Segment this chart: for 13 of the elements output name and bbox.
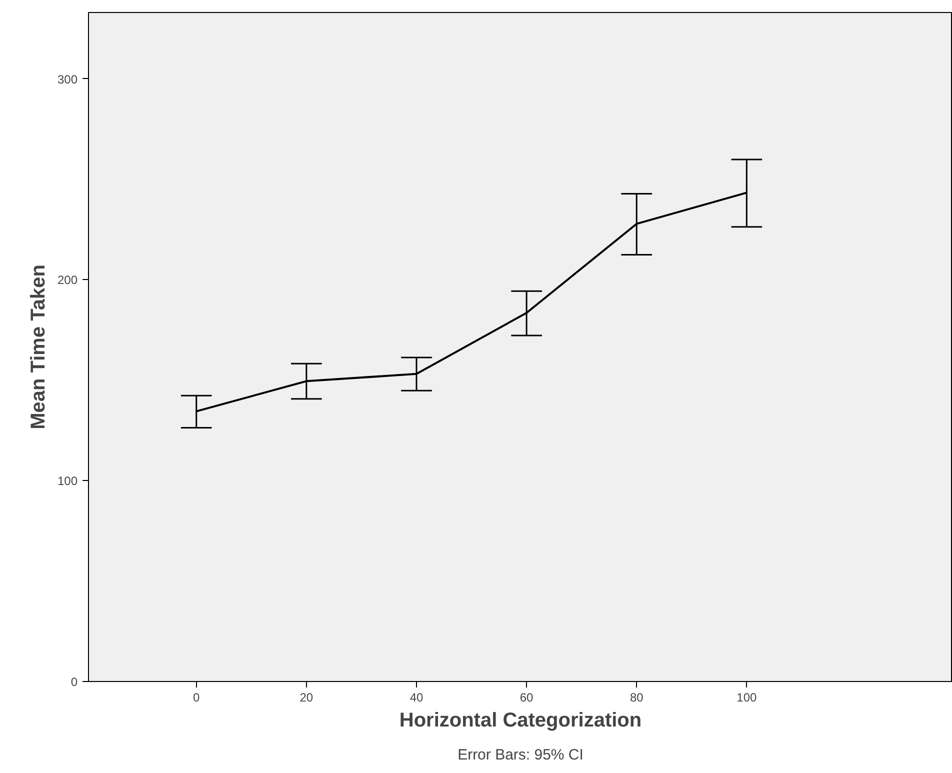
y-tick-label: 0 <box>70 675 78 689</box>
y-tick-label: 100 <box>57 474 78 488</box>
y-tick-label: 200 <box>57 273 78 288</box>
y-axis-title: Mean Time Taken <box>27 264 50 430</box>
y-tick-label: 300 <box>57 72 78 86</box>
text: Error Bars: 95% CI <box>458 746 584 764</box>
x-axis-title: Horizontal Categorization <box>399 710 642 732</box>
x-tick-label: 100 <box>736 690 758 704</box>
x-tick-label: 60 <box>520 690 534 704</box>
x-tick-label: 80 <box>630 690 644 704</box>
x-tick-label: 0 <box>193 690 200 704</box>
x-tick-label: 40 <box>410 690 424 704</box>
x-tick-label: 20 <box>300 690 314 704</box>
